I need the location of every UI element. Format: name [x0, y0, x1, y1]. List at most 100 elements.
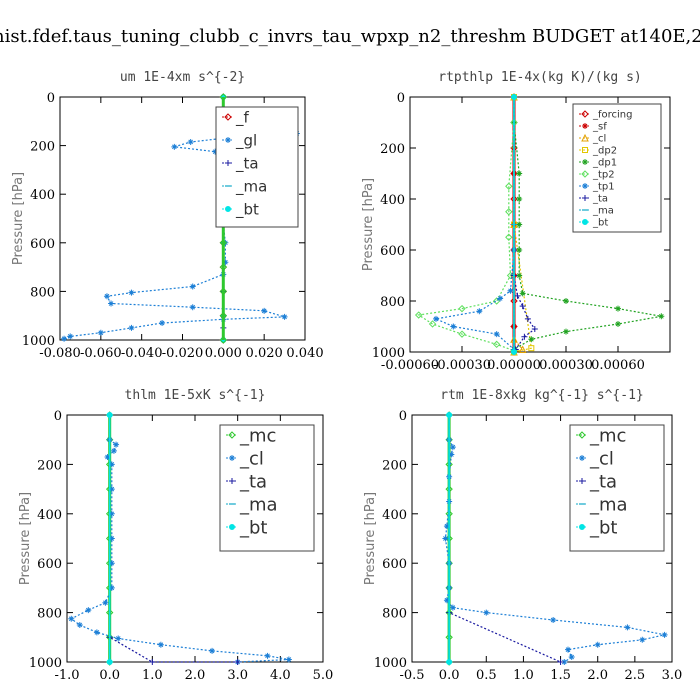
data-point: [219, 287, 228, 296]
data-point: [108, 461, 115, 468]
data-point: [561, 659, 568, 665]
y-tick-label: 200: [30, 140, 55, 155]
data-point: [113, 441, 120, 448]
data-point: [157, 641, 164, 648]
x-tick-label: 3.0: [662, 668, 683, 683]
y-tick-label: 600: [380, 244, 405, 259]
data-point: [493, 331, 500, 338]
legend-marker: [582, 147, 588, 153]
data-point: [450, 323, 457, 330]
legend-marker: [579, 455, 585, 461]
legend-label: _cl: [239, 448, 264, 469]
series-line: [513, 97, 532, 353]
x-tick-label: -0.00030: [433, 358, 491, 373]
data-point: [443, 597, 450, 604]
data-point: [565, 646, 571, 653]
series-line: [444, 439, 665, 663]
legend-item: _forcing: [579, 110, 633, 121]
data-point: [492, 340, 501, 349]
data-point: [108, 535, 115, 542]
legend-marker: [582, 195, 588, 201]
legend-label: _ma: [589, 494, 628, 515]
panel-3: thlm 1E-5xK s^{-1} Pressure [hPa] 0 200 400 6…: [18, 388, 333, 683]
data-point: [505, 182, 513, 190]
legend-label: _f: [235, 108, 250, 127]
legend-item: _cl: [576, 448, 614, 469]
data-point: [568, 654, 575, 661]
data-point: [550, 617, 557, 624]
x-tick-label: 0.020: [246, 346, 283, 361]
legend-item: _tp2: [579, 170, 615, 181]
legend-marker: [224, 113, 232, 121]
y-tick-label: 1000: [29, 656, 62, 671]
y-axis-label: Pressure [hPa]: [11, 172, 26, 265]
legend-marker: [578, 431, 586, 439]
legend-item: _bt: [576, 517, 617, 538]
series-bt: [511, 94, 517, 355]
x-tick-label: 3.0: [227, 668, 248, 683]
data-point: [446, 412, 453, 418]
series-dp1: [511, 119, 665, 353]
x-tick-label: 0.00030: [539, 358, 593, 373]
legend: _mc_cl_ta_ma_bt: [219, 424, 315, 552]
data-point: [443, 523, 450, 530]
plot-frame: [411, 414, 673, 663]
legend-marker: [581, 110, 589, 118]
legend-marker: [582, 123, 588, 129]
y-tick-label: 1000: [22, 334, 55, 349]
data-point: [108, 510, 115, 517]
figure-title: lthist.fdef.taus_tuning_clubb_c_invrs_ta…: [0, 26, 700, 47]
data-point: [658, 313, 665, 320]
legend-marker: [229, 455, 235, 461]
data-point: [209, 647, 216, 654]
data-point: [108, 584, 115, 591]
legend-label: _bt: [592, 218, 608, 229]
series-tp1: [433, 94, 517, 353]
legend-marker: [581, 170, 589, 178]
legend-item: _f: [222, 108, 250, 127]
legend-label: _tp1: [592, 182, 615, 193]
data-point: [557, 659, 564, 665]
legend-label: _forcing: [592, 110, 633, 121]
data-point: [518, 345, 527, 353]
data-point: [511, 94, 517, 100]
data-point: [433, 315, 439, 322]
legend-label: _dp1: [592, 158, 617, 169]
legend-item: _tp1: [579, 182, 615, 193]
legend-label: _ta: [589, 471, 617, 492]
data-point: [516, 221, 523, 228]
data-point: [128, 289, 135, 296]
legend-label: _dp2: [592, 146, 617, 157]
data-point: [514, 292, 521, 299]
y-tick-label: 400: [30, 188, 55, 203]
data-point: [97, 329, 104, 336]
panel-title: thlm 1E-5xK s^{-1}: [125, 388, 266, 403]
data-point: [414, 311, 423, 319]
data-point: [615, 320, 621, 327]
legend-marker: [582, 183, 588, 189]
legend-item: _ta: [222, 154, 259, 173]
legend-item: _bt: [222, 200, 259, 219]
series-line: [109, 415, 238, 663]
legend-label: _mc: [239, 425, 276, 446]
legend-label: _sf: [592, 122, 607, 133]
legend-label: _ta: [235, 154, 259, 173]
y-tick-label: 0: [399, 409, 407, 424]
x-tick-label: 0.00000: [487, 358, 541, 373]
y-tick-label: 0: [47, 91, 55, 106]
legend-label: _cl: [592, 134, 606, 145]
data-point: [102, 599, 109, 606]
data-point: [285, 656, 292, 663]
y-tick-label: 200: [382, 458, 407, 473]
data-point: [264, 652, 271, 659]
legend-item: _ta: [579, 194, 608, 205]
legend: _mc_cl_ta_ma_bt: [569, 424, 665, 552]
x-tick-label: 5.0: [313, 668, 334, 683]
series-line: [448, 415, 561, 663]
data-point: [219, 336, 228, 344]
data-point: [261, 307, 268, 314]
x-tick-label: 2.0: [185, 668, 206, 683]
data-point: [446, 659, 453, 665]
data-point: [516, 247, 523, 253]
